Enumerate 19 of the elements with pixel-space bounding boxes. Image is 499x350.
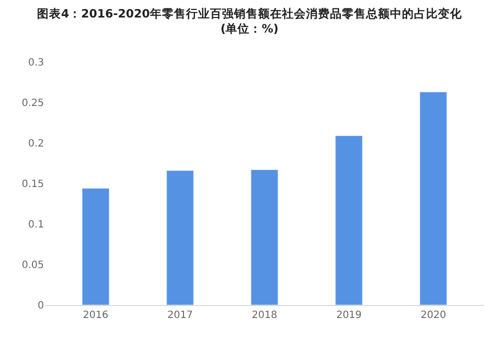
x-tick-label: 2016 (82, 310, 108, 321)
y-tick-label: 0.2 (28, 138, 44, 150)
bar (335, 135, 363, 305)
y-tick-label: 0.25 (22, 98, 44, 109)
chart-title: 图表4：2016-2020年零售行业百强销售额在社会消费品零售总额中的占比变化 (37, 6, 463, 20)
x-tick-label: 2019 (336, 310, 362, 321)
x-tick-label: 2018 (252, 310, 278, 321)
bar (250, 169, 278, 305)
bar (166, 170, 194, 305)
y-tick-label: 0.05 (22, 260, 44, 271)
bar (420, 92, 448, 305)
chart-subtitle: (单位：%) (220, 21, 279, 36)
y-tick-label: 0.15 (22, 179, 44, 190)
x-tick-label: 2020 (420, 310, 446, 321)
y-tick-label: 0 (38, 300, 44, 312)
x-tick-label: 2017 (167, 310, 193, 321)
y-tick-label: 0.3 (28, 58, 44, 68)
y-tick-label: 0.1 (28, 220, 44, 230)
bar (82, 188, 110, 305)
